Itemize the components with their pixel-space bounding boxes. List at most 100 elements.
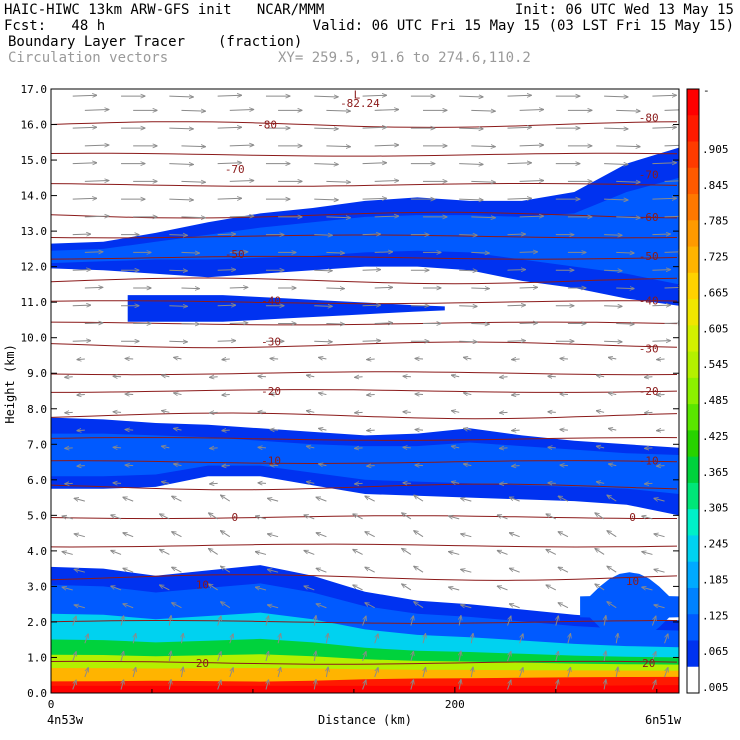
temperature-contour [51, 300, 678, 305]
wind-vector [657, 466, 665, 467]
wind-vector [652, 95, 676, 96]
wind-vector [449, 516, 460, 519]
wind-vector [258, 412, 267, 413]
temperature-contour [51, 460, 678, 465]
colorbar-label: .065 [702, 645, 729, 658]
wind-vector [519, 323, 538, 324]
wind-vector [403, 447, 411, 448]
wind-vector [208, 548, 218, 555]
wind-vector [459, 341, 477, 342]
wind-vector [403, 412, 411, 413]
contour-label: -30 [639, 342, 659, 355]
wind-vector [402, 548, 412, 555]
wind-vector [507, 616, 511, 626]
wind-vector [169, 96, 193, 97]
wind-vector [74, 605, 85, 608]
wind-vector [616, 633, 618, 644]
wind-vector [403, 483, 411, 484]
wind-vector [270, 465, 279, 466]
wind-vector [507, 163, 532, 164]
wind-vector [657, 359, 665, 360]
y-tick-label: 9.0 [27, 367, 47, 380]
temperature-contour [51, 152, 678, 157]
wind-vector [314, 235, 332, 236]
wind-vector [162, 446, 170, 448]
wind-vector [169, 270, 187, 271]
wind-vector [512, 466, 520, 467]
colorbar-label: .485 [702, 394, 729, 407]
y-tick-label: 10.0 [21, 332, 48, 345]
wind-vector [652, 234, 670, 235]
wind-vector [65, 483, 73, 484]
wind-vector [374, 287, 393, 288]
wind-vector [210, 448, 218, 449]
colorbar-label: .545 [702, 358, 729, 371]
wind-vector [169, 199, 193, 200]
wind-vector [172, 532, 182, 538]
wind-vector [229, 252, 248, 253]
wind-vector [217, 270, 236, 271]
wind-vector [652, 198, 676, 199]
wind-vector [604, 128, 628, 129]
contour-label: -40 [639, 294, 659, 307]
colorbar-swatch [687, 535, 699, 563]
model-title: HAIC-HIWC 13km ARW-GFS init NCAR/MMM [4, 2, 325, 18]
wind-vector [367, 359, 375, 360]
wind-vector [72, 95, 97, 96]
wind-vector [65, 448, 73, 449]
y-tick-label: 15.0 [21, 154, 48, 167]
wind-vector [221, 602, 231, 609]
wind-vector [604, 199, 628, 200]
temperature-contour [51, 574, 678, 581]
y-tick-label: 3.0 [27, 580, 47, 593]
wind-vector [181, 110, 205, 111]
wind-vector [84, 287, 103, 288]
wind-vector [415, 358, 424, 359]
wind-vector [208, 513, 218, 520]
wind-vector [596, 446, 605, 448]
colorbar-swatch [687, 587, 699, 615]
wind-vector [319, 464, 327, 466]
wind-vector [651, 680, 655, 690]
temperature-contour [51, 277, 678, 285]
colorbar-label: .725 [702, 251, 729, 264]
wind-vector [229, 323, 248, 324]
wind-vector [174, 464, 182, 466]
wind-vector [326, 146, 350, 147]
wind-vector [113, 483, 122, 484]
temperature-contour [51, 660, 678, 665]
wind-vector [113, 376, 122, 377]
wind-vector [607, 531, 617, 538]
y-tick-label: 7.0 [27, 438, 47, 451]
colorbar-swatch [687, 640, 699, 668]
wind-vector [459, 651, 461, 662]
wind-vector [84, 634, 88, 644]
wind-vector [548, 483, 556, 484]
colorbar-swatch [687, 430, 699, 458]
wind-vector [459, 306, 477, 307]
wind-vector [519, 287, 538, 288]
wind-vector [217, 616, 221, 626]
temperature-contour [51, 483, 678, 491]
wind-vector [217, 305, 236, 306]
wind-vector [266, 680, 269, 690]
temperature-contour [51, 371, 678, 376]
wind-vector [221, 531, 231, 538]
wind-vector [255, 587, 267, 590]
wind-vector [558, 496, 569, 502]
wind-vector [459, 270, 477, 271]
colorbar-label: .005 [702, 681, 729, 694]
wind-vector [365, 567, 375, 573]
wind-vector [604, 164, 628, 165]
wind-vector [270, 394, 279, 395]
wind-vector [72, 341, 91, 342]
wind-vector [471, 633, 473, 644]
wind-vector [664, 215, 679, 218]
field2-name: Circulation vectors [8, 50, 169, 66]
wind-vector [62, 587, 73, 590]
wind-vector [181, 667, 183, 678]
wind-vector [556, 680, 559, 690]
wind-vector [451, 482, 460, 484]
wind-vector [362, 305, 381, 306]
wind-vector [169, 128, 193, 129]
